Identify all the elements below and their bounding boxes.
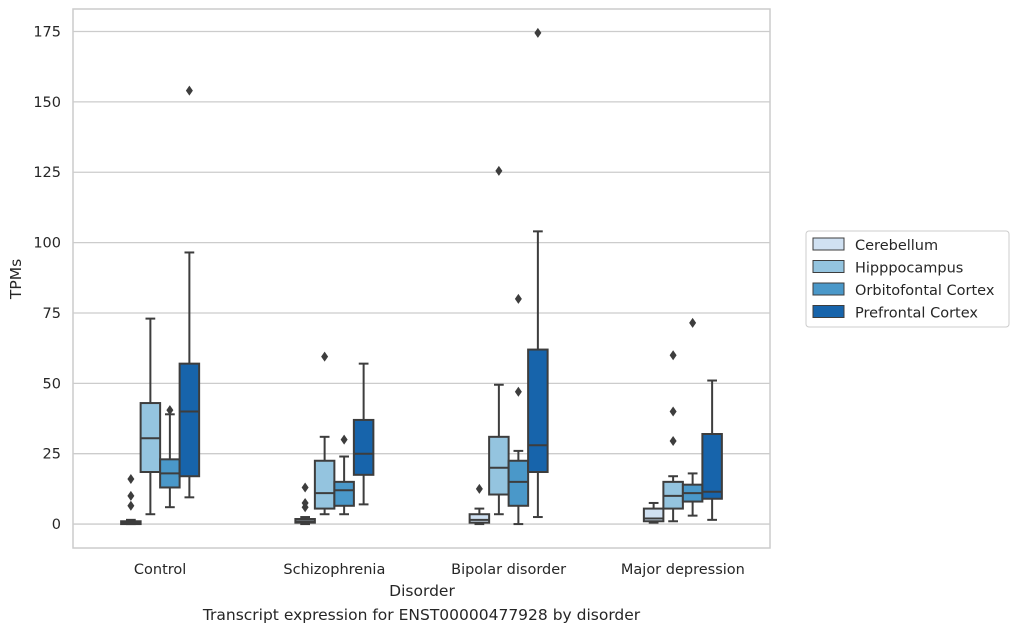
outlier-point xyxy=(301,482,309,493)
chart-caption: Transcript expression for ENST0000047792… xyxy=(202,606,641,624)
outlier-point xyxy=(669,350,677,361)
legend-swatch xyxy=(812,305,845,318)
outlier-point xyxy=(534,27,542,38)
tick-labels: 0 25 50 75 100 125 150 175 Control Schizophrenia B… xyxy=(33,25,745,578)
box-orbitofontal-cortex xyxy=(507,293,530,526)
box-hipppocampus xyxy=(662,350,684,523)
iqr-box xyxy=(488,435,510,496)
legend-label: Orbitofontal Cortex xyxy=(855,283,995,299)
box-hipppocampus xyxy=(139,317,162,516)
box-orbitofontal-cortex xyxy=(159,405,181,509)
box-cerebellum xyxy=(120,474,142,526)
outlier-point xyxy=(127,500,135,511)
iqr-box xyxy=(313,459,336,510)
outlier-point xyxy=(127,490,135,501)
outlier-point xyxy=(321,351,329,362)
outlier-point xyxy=(340,434,348,445)
legend-swatch xyxy=(812,282,845,296)
box-cerebellum xyxy=(642,501,665,524)
box-groups xyxy=(120,27,723,526)
outlier-point xyxy=(689,317,697,328)
x-tick-label: Bipolar disorder xyxy=(451,562,566,578)
box-prefrontal-cortex xyxy=(527,27,549,519)
outlier-point xyxy=(301,497,309,508)
plot-frame xyxy=(72,8,771,549)
iqr-box xyxy=(507,459,530,507)
y-tick-label: 0 xyxy=(52,517,61,533)
y-axis-label: TPMs xyxy=(7,259,25,300)
y-tick-label: 100 xyxy=(33,236,61,252)
outlier-point xyxy=(514,386,522,397)
outlier-point xyxy=(495,165,503,176)
legend-swatch xyxy=(812,260,845,273)
iqr-box xyxy=(352,418,375,476)
box-prefrontal-cortex xyxy=(352,362,375,506)
box-orbitofontal-cortex xyxy=(333,434,355,516)
box-hipppocampus xyxy=(313,351,336,516)
y-tick-label: 75 xyxy=(43,306,61,322)
y-tick-label: 50 xyxy=(43,376,61,392)
iqr-box xyxy=(333,480,355,507)
x-tick-label: Schizophrenia xyxy=(283,562,385,578)
outlier-point xyxy=(669,436,677,447)
y-tick-label: 150 xyxy=(33,95,61,111)
iqr-box xyxy=(527,348,549,474)
legend-swatch xyxy=(812,237,845,251)
legend: Cerebellum Hipppocampus Orbitofontal Corte… xyxy=(805,230,1010,328)
iqr-box xyxy=(178,362,201,478)
outlier-point xyxy=(669,406,677,417)
legend-label: Cerebellum xyxy=(855,238,938,254)
outlier-point xyxy=(166,405,174,416)
y-tick-label: 175 xyxy=(33,25,61,41)
outlier-point xyxy=(127,474,135,485)
outlier-point xyxy=(475,483,483,494)
iqr-box xyxy=(701,433,723,500)
y-tick-label: 125 xyxy=(33,165,61,181)
x-tick-label: Control xyxy=(134,562,186,578)
box-orbitofontal-cortex xyxy=(681,317,704,517)
legend-label: Hipppocampus xyxy=(855,261,963,277)
iqr-box xyxy=(468,513,491,524)
legend-frame xyxy=(805,230,1010,328)
outlier-point xyxy=(514,293,522,304)
y-tick-label: 25 xyxy=(43,447,61,463)
box-prefrontal-cortex xyxy=(701,379,723,521)
outlier-point xyxy=(185,85,193,96)
box-cerebellum xyxy=(294,482,316,526)
box-prefrontal-cortex xyxy=(178,85,201,499)
gridlines xyxy=(73,30,770,525)
legend-label: Prefrontal Cortex xyxy=(855,306,978,322)
x-axis-label: Disorder xyxy=(389,582,455,600)
x-tick-label: Major depression xyxy=(621,562,745,578)
box-hipppocampus xyxy=(488,165,510,516)
box-cerebellum xyxy=(468,483,491,526)
